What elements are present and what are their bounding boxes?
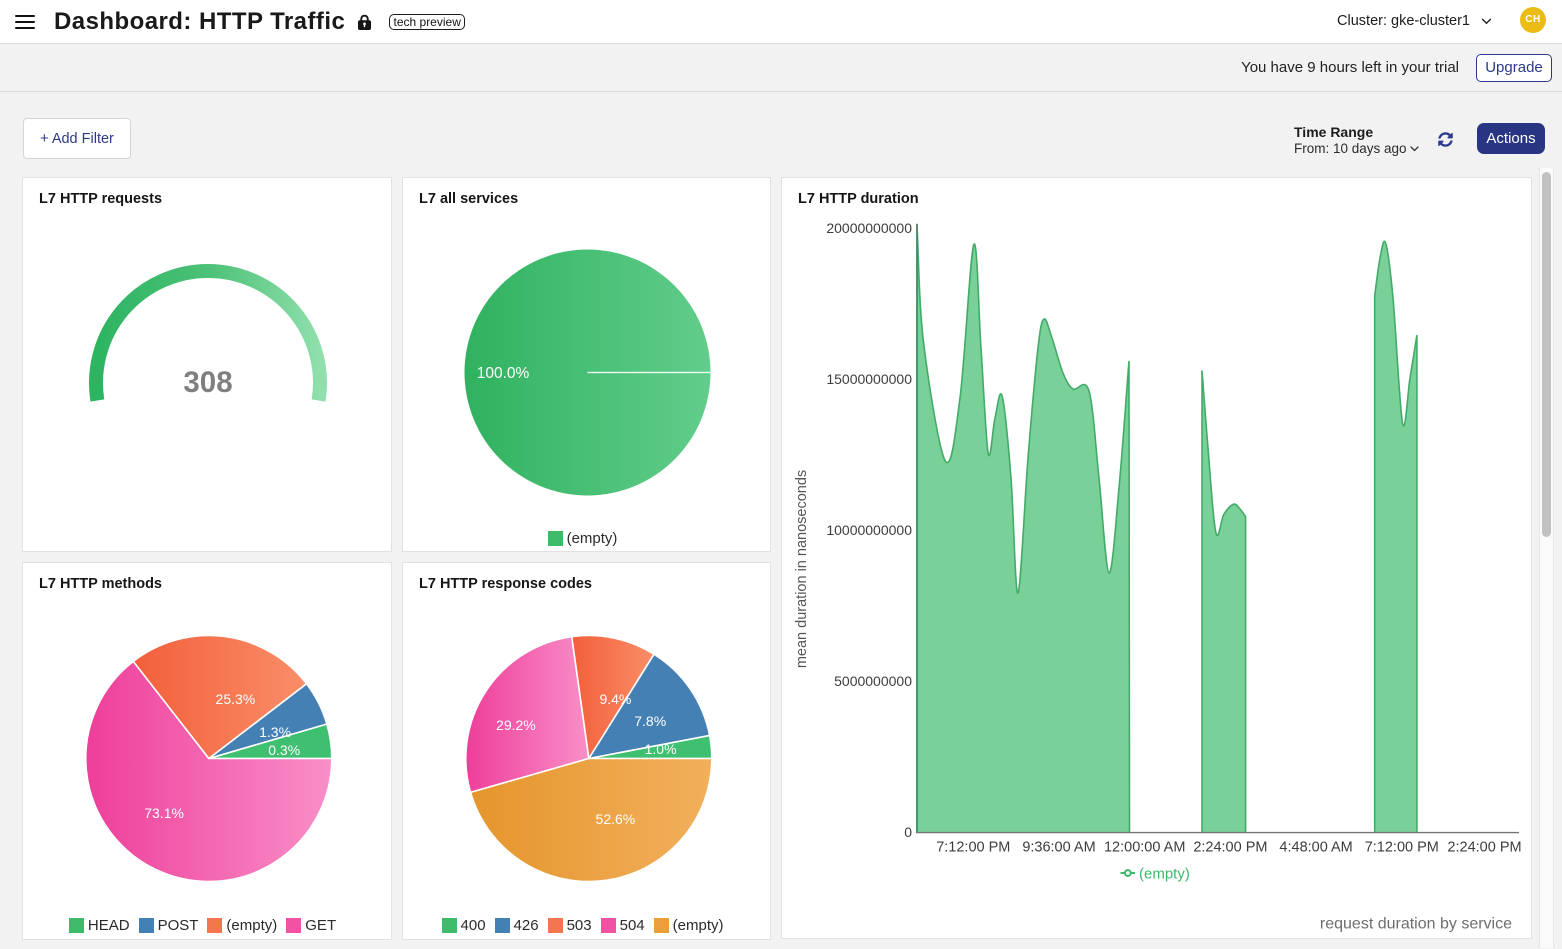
svg-text:4:48:00 AM: 4:48:00 AM (1279, 840, 1352, 856)
svg-text:25.3%: 25.3% (216, 691, 256, 707)
svg-text:12:00:00 AM: 12:00:00 AM (1104, 840, 1185, 856)
svg-text:mean duration in nanoseconds: mean duration in nanoseconds (794, 470, 810, 668)
svg-text:7:12:00 PM: 7:12:00 PM (1365, 840, 1439, 856)
svg-text:73.1%: 73.1% (144, 805, 184, 821)
svg-text:15000000000: 15000000000 (826, 371, 912, 387)
svg-text:9:36:00 AM: 9:36:00 AM (1022, 840, 1095, 856)
svg-text:2:24:00 PM: 2:24:00 PM (1447, 840, 1521, 856)
svg-text:1.0%: 1.0% (645, 741, 677, 757)
svg-text:9.4%: 9.4% (599, 691, 631, 707)
svg-text:1.3%: 1.3% (259, 724, 291, 740)
svg-text:20000000000: 20000000000 (826, 220, 912, 236)
svg-text:request duration by service: request duration by service (1320, 916, 1512, 933)
svg-text:0.3%: 0.3% (268, 742, 300, 758)
svg-text:5000000000: 5000000000 (834, 673, 912, 689)
svg-text:(empty): (empty) (1139, 866, 1190, 883)
svg-text:7.8%: 7.8% (634, 713, 666, 729)
svg-text:308: 308 (183, 366, 232, 399)
svg-text:100.0%: 100.0% (477, 365, 530, 382)
svg-text:2:24:00 PM: 2:24:00 PM (1193, 840, 1267, 856)
svg-text:7:12:00 PM: 7:12:00 PM (936, 840, 1010, 856)
svg-text:10000000000: 10000000000 (826, 522, 912, 538)
svg-text:52.6%: 52.6% (596, 811, 636, 827)
svg-text:0: 0 (904, 824, 912, 840)
svg-text:29.2%: 29.2% (496, 717, 536, 733)
